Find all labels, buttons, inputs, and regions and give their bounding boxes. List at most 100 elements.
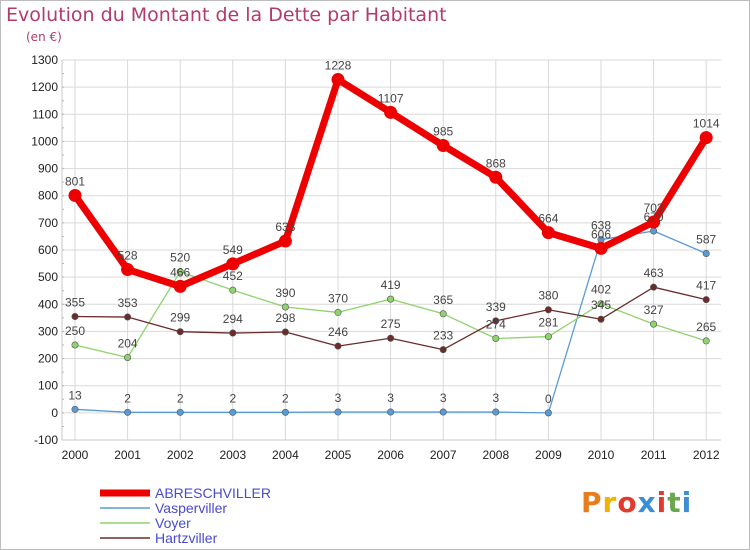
data-label-vasperviller: 3: [440, 391, 447, 405]
y-tick-label: 1200: [31, 80, 58, 94]
x-tick-label: 2004: [272, 448, 299, 462]
data-label-voyer: 281: [538, 316, 558, 330]
data-point-hartzviller: [387, 334, 395, 342]
x-tick-label: 2009: [535, 448, 562, 462]
x-tick-label: 2010: [588, 448, 615, 462]
data-point-hartzviller: [334, 342, 342, 350]
data-label-abreschviller: 466: [170, 265, 190, 279]
y-tick-label: 600: [38, 243, 58, 257]
x-tick-label: 2005: [325, 448, 352, 462]
y-tick-label: 800: [38, 189, 58, 203]
data-point-voyer: [702, 337, 710, 345]
x-tick-label: 2002: [167, 448, 194, 462]
data-label-voyer: 520: [170, 251, 190, 265]
y-tick-label: 900: [38, 162, 58, 176]
x-tick-label: 2012: [693, 448, 720, 462]
y-tick-label: 700: [38, 216, 58, 230]
data-point-voyer: [71, 341, 79, 349]
logo-letter: i: [681, 486, 693, 519]
data-label-hartzviller: 298: [275, 311, 295, 325]
data-point-voyer: [124, 353, 132, 361]
data-point-voyer: [544, 333, 552, 341]
legend-label-abreschviller: ABRESCHVILLER: [155, 485, 271, 501]
logo-letter: x: [637, 486, 657, 519]
data-label-abreschviller: 528: [118, 249, 138, 263]
data-label-voyer: 204: [118, 336, 138, 350]
data-label-voyer: 274: [486, 317, 506, 331]
data-point-vasperviller: [281, 408, 289, 416]
data-label-abreschviller: 549: [223, 243, 243, 257]
data-point-abreschviller: [647, 215, 661, 229]
y-tick-label: 200: [38, 352, 58, 366]
data-label-hartzviller: 463: [644, 266, 664, 280]
y-tick-label: 100: [38, 379, 58, 393]
data-point-voyer: [334, 308, 342, 316]
proxiti-logo: Proxiti: [581, 486, 692, 519]
y-tick-label: 500: [38, 270, 58, 284]
data-label-voyer: 370: [328, 291, 348, 305]
data-label-hartzviller: 345: [591, 298, 611, 312]
data-point-voyer: [387, 295, 395, 303]
data-point-voyer: [597, 300, 605, 308]
data-point-vasperviller: [71, 405, 79, 413]
data-label-vasperviller: 638: [591, 219, 611, 233]
data-point-hartzviller: [439, 346, 447, 354]
legend-label-vasperviller: Vasperviller: [155, 500, 227, 516]
data-label-vasperviller: 2: [282, 391, 289, 405]
logo-letter: o: [617, 486, 638, 519]
data-label-vasperviller: 587: [696, 233, 716, 247]
data-label-voyer: 250: [65, 324, 85, 338]
data-point-vasperviller: [334, 408, 342, 416]
data-label-voyer: 327: [644, 303, 664, 317]
data-point-vasperviller: [650, 227, 658, 235]
data-label-abreschviller: 801: [65, 174, 85, 188]
data-label-vasperviller: 3: [387, 391, 394, 405]
data-point-voyer: [281, 303, 289, 311]
data-point-hartzviller: [544, 306, 552, 314]
x-tick-label: 2003: [219, 448, 246, 462]
data-label-voyer: 419: [381, 278, 401, 292]
data-label-hartzviller: 339: [486, 300, 506, 314]
data-point-vasperviller: [124, 408, 132, 416]
data-point-vasperviller: [492, 408, 500, 416]
data-label-hartzviller: 380: [538, 289, 558, 303]
data-point-hartzviller: [650, 283, 658, 291]
data-label-vasperviller: 2: [177, 391, 184, 405]
data-label-vasperviller: 13: [68, 388, 82, 402]
data-label-hartzviller: 275: [381, 317, 401, 331]
data-point-abreschviller: [489, 170, 503, 184]
data-label-vasperviller: 0: [545, 392, 552, 406]
legend-label-hartzviller: Hartzviller: [155, 530, 218, 546]
chart-subtitle: (en €): [26, 30, 62, 44]
y-tick-label: 1100: [32, 107, 58, 121]
data-label-abreschviller: 664: [538, 212, 558, 226]
data-label-voyer: 402: [591, 283, 611, 297]
y-tick-label: 300: [38, 324, 58, 338]
logo-letter: P: [581, 486, 603, 519]
data-label-abreschviller: 703: [644, 201, 664, 215]
data-label-hartzviller: 417: [696, 279, 716, 293]
data-point-voyer: [176, 268, 184, 276]
legend-label-voyer: Voyer: [155, 515, 191, 531]
data-label-abreschviller: 1014: [693, 117, 720, 131]
y-tick-label: 400: [38, 297, 58, 311]
data-point-vasperviller: [702, 250, 710, 258]
data-point-abreschviller: [331, 73, 345, 87]
data-point-hartzviller: [124, 313, 132, 321]
data-label-hartzviller: 355: [65, 296, 85, 310]
data-point-abreschviller: [278, 234, 292, 248]
data-point-hartzviller: [702, 296, 710, 304]
data-label-vasperviller: 3: [492, 391, 499, 405]
data-label-abreschviller: 1107: [378, 91, 404, 105]
x-tick-label: 2000: [62, 448, 89, 462]
data-label-vasperviller: 2: [229, 391, 236, 405]
logo-letter: r: [602, 486, 618, 519]
data-point-hartzviller: [492, 317, 500, 325]
data-point-vasperviller: [387, 408, 395, 416]
y-tick-label: -100: [34, 433, 58, 447]
data-point-vasperviller: [439, 408, 447, 416]
x-tick-label: 2006: [377, 448, 404, 462]
chart-title: Evolution du Montant de la Dette par Hab…: [6, 4, 447, 26]
data-point-hartzviller: [71, 312, 79, 320]
